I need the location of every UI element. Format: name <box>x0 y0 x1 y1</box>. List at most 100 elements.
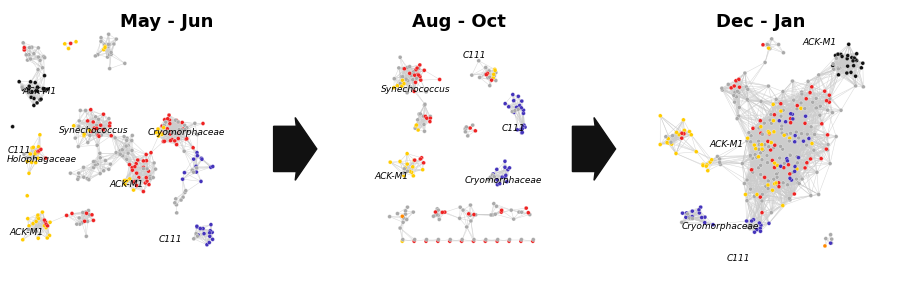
Point <box>760 153 774 158</box>
Point <box>832 66 847 70</box>
Point <box>758 60 772 65</box>
Point <box>98 45 112 49</box>
Point <box>795 177 809 181</box>
Point <box>178 127 193 132</box>
Point <box>512 103 526 108</box>
Point <box>767 129 781 134</box>
Point <box>784 111 798 116</box>
Point <box>103 124 117 128</box>
Point <box>189 231 203 236</box>
Point <box>42 233 57 238</box>
Point <box>487 72 501 77</box>
Point <box>142 182 157 187</box>
Point <box>15 84 30 89</box>
Point <box>659 134 673 139</box>
Point <box>727 84 742 88</box>
Point <box>479 237 493 242</box>
Point <box>127 180 141 184</box>
Point <box>411 128 426 132</box>
Point <box>427 214 441 219</box>
Point <box>800 160 814 165</box>
Point <box>22 227 36 232</box>
Point <box>158 117 172 122</box>
Point <box>753 131 768 135</box>
Point <box>100 55 114 59</box>
Point <box>399 212 413 216</box>
Point <box>73 108 87 113</box>
Point <box>698 215 712 220</box>
Point <box>35 65 50 70</box>
Point <box>514 105 528 110</box>
Point <box>399 208 413 213</box>
Text: Holophagaceae: Holophagaceae <box>7 155 77 164</box>
Point <box>715 86 729 91</box>
Point <box>31 85 45 89</box>
Point <box>418 102 432 107</box>
Point <box>464 73 479 77</box>
Point <box>730 116 744 121</box>
Point <box>392 159 407 164</box>
Point <box>721 82 735 87</box>
Point <box>742 223 757 228</box>
Point <box>20 193 34 198</box>
Point <box>86 165 101 170</box>
Point <box>169 131 184 136</box>
Point <box>782 136 796 140</box>
Point <box>747 230 761 234</box>
Point <box>481 71 495 76</box>
Point <box>190 150 204 155</box>
Point <box>393 226 408 230</box>
Point <box>130 178 144 182</box>
Point <box>15 85 30 90</box>
Point <box>760 42 775 47</box>
Point <box>71 175 86 180</box>
Point <box>102 167 116 172</box>
Point <box>72 119 86 123</box>
Point <box>81 208 95 213</box>
Point <box>169 211 184 215</box>
Point <box>21 58 35 62</box>
Point <box>467 237 482 242</box>
Point <box>806 100 820 105</box>
Point <box>89 125 104 129</box>
Point <box>63 171 77 175</box>
Point <box>27 51 41 56</box>
Point <box>24 160 39 165</box>
Point <box>141 169 156 173</box>
Point <box>178 190 193 195</box>
Point <box>29 219 43 224</box>
Point <box>771 42 786 47</box>
Point <box>492 181 507 186</box>
Point <box>485 213 500 217</box>
Point <box>71 171 86 175</box>
Point <box>703 160 717 164</box>
Point <box>75 220 89 225</box>
Point <box>406 86 420 91</box>
Point <box>782 139 796 143</box>
Point <box>128 164 142 169</box>
Point <box>169 118 184 123</box>
Point <box>453 216 467 221</box>
Point <box>23 56 38 61</box>
Point <box>120 157 134 162</box>
Point <box>168 197 183 201</box>
Point <box>423 119 437 124</box>
Point <box>402 169 417 174</box>
Text: ACK-M1: ACK-M1 <box>22 88 57 96</box>
Point <box>675 131 689 135</box>
Point <box>400 169 415 173</box>
Point <box>67 124 81 128</box>
Point <box>801 79 815 84</box>
Point <box>408 158 422 162</box>
Point <box>502 239 517 244</box>
Point <box>190 224 204 229</box>
Point <box>760 182 775 187</box>
Point <box>417 68 431 73</box>
Point <box>92 117 106 122</box>
Point <box>86 120 101 124</box>
Point <box>27 156 41 160</box>
Point <box>705 157 719 162</box>
Point <box>177 149 192 154</box>
Point <box>29 150 43 154</box>
Point <box>33 58 48 63</box>
